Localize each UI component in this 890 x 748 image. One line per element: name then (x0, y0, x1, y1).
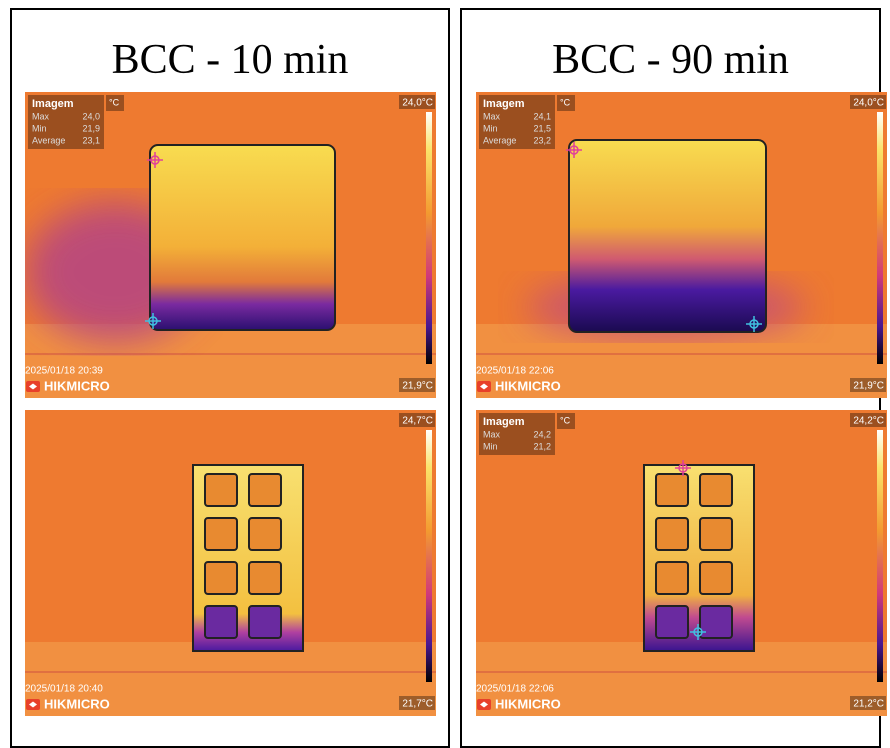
brick-hole (656, 562, 688, 594)
column-title: BCC - 90 min (462, 36, 879, 84)
brick-hole (205, 606, 237, 638)
scale-min: 21,2°C (853, 699, 884, 710)
brick-hole (700, 518, 732, 550)
info-row-name: Average (32, 135, 65, 145)
scale-bar (426, 430, 432, 682)
scale-bar (877, 430, 883, 682)
brand: HIKMICRO (44, 378, 110, 393)
info-row-name: Min (483, 123, 498, 133)
timestamp: 2025/01/18 22:06 (476, 684, 554, 695)
info-row-value: 23,2 (533, 135, 551, 145)
brick-hole (700, 562, 732, 594)
scale-bar (426, 112, 432, 364)
brand: HIKMICRO (495, 696, 561, 711)
brick-hole (249, 518, 281, 550)
brick-hole (205, 518, 237, 550)
info-row-value: 21,2 (533, 441, 551, 451)
brick-hole (700, 474, 732, 506)
info-row-value: 23,1 (82, 135, 100, 145)
info-row-value: 24,1 (533, 111, 551, 121)
info-row-name: Max (483, 111, 501, 121)
info-row-value: 24,2 (533, 429, 551, 439)
brick-hole (205, 562, 237, 594)
block (569, 140, 766, 332)
brand: HIKMICRO (44, 696, 110, 711)
timestamp: 2025/01/18 20:40 (25, 684, 103, 695)
info-unit: °C (560, 415, 571, 425)
brick-hole (249, 474, 281, 506)
scale-min: 21,9°C (402, 381, 433, 392)
brick-hole (205, 474, 237, 506)
brick-hole (249, 562, 281, 594)
info-row-name: Max (483, 429, 501, 439)
info-row-value: 21,9 (82, 123, 100, 133)
scale-min: 21,9°C (853, 381, 884, 392)
info-row-name: Average (483, 135, 516, 145)
brick-hole (700, 606, 732, 638)
brick-hole (656, 518, 688, 550)
scale-bar (877, 112, 883, 364)
scale-min: 21,7°C (402, 699, 433, 710)
page: {"columns": [ {"title": "BCC - 10 min", … (0, 0, 890, 731)
info-label: Imagem (32, 98, 74, 110)
block (150, 145, 335, 330)
column-title: BCC - 10 min (12, 36, 448, 84)
info-row-name: Max (32, 111, 50, 121)
info-label: Imagem (483, 416, 525, 428)
info-row-name: Min (483, 441, 498, 451)
info-unit: °C (560, 97, 571, 107)
info-label: Imagem (483, 98, 525, 110)
scale-max: 24,2°C (853, 416, 884, 427)
brick-hole (249, 606, 281, 638)
brick-hole (656, 474, 688, 506)
info-row-name: Min (32, 123, 47, 133)
timestamp: 2025/01/18 22:06 (476, 366, 554, 377)
timestamp: 2025/01/18 20:39 (25, 366, 103, 377)
brand: HIKMICRO (495, 378, 561, 393)
scale-max: 24,7°C (402, 416, 433, 427)
scale-max: 24,0°C (402, 98, 433, 109)
info-unit: °C (109, 97, 120, 107)
scale-max: 24,0°C (853, 98, 884, 109)
brick-hole (656, 606, 688, 638)
info-row-value: 21,5 (533, 123, 551, 133)
info-row-value: 24,0 (82, 111, 100, 121)
